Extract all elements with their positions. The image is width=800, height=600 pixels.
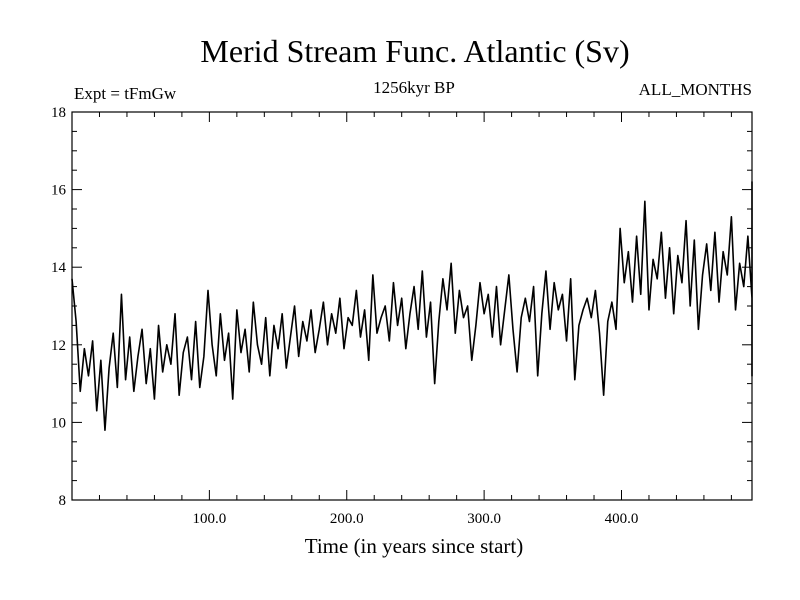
y-tick-label: 14 xyxy=(51,260,67,276)
y-tick-label: 18 xyxy=(51,105,66,121)
x-tick-label: 200.0 xyxy=(330,511,364,527)
experiment-label: Expt = tFmGw xyxy=(74,84,177,103)
x-tick-label: 100.0 xyxy=(192,511,226,527)
axis-ticks xyxy=(72,111,752,501)
x-axis-title: Time (in years since start) xyxy=(305,534,524,558)
series-line xyxy=(71,181,753,431)
chart-title: Merid Stream Func. Atlantic (Sv) xyxy=(200,33,629,69)
axis-tick-labels: 8 10 12 14 16 18 100.0 200.0 300.0 400.0 xyxy=(51,105,638,527)
plot-frame xyxy=(71,111,753,501)
y-tick-label: 8 xyxy=(59,493,67,509)
months-label: ALL_MONTHS xyxy=(639,80,752,99)
x-tick-label: 300.0 xyxy=(467,511,501,527)
y-tick-label: 12 xyxy=(51,338,66,354)
x-tick-label: 400.0 xyxy=(605,511,639,527)
y-tick-label: 10 xyxy=(51,415,66,431)
y-tick-label: 16 xyxy=(51,183,67,199)
period-label: 1256kyr BP xyxy=(373,78,455,97)
